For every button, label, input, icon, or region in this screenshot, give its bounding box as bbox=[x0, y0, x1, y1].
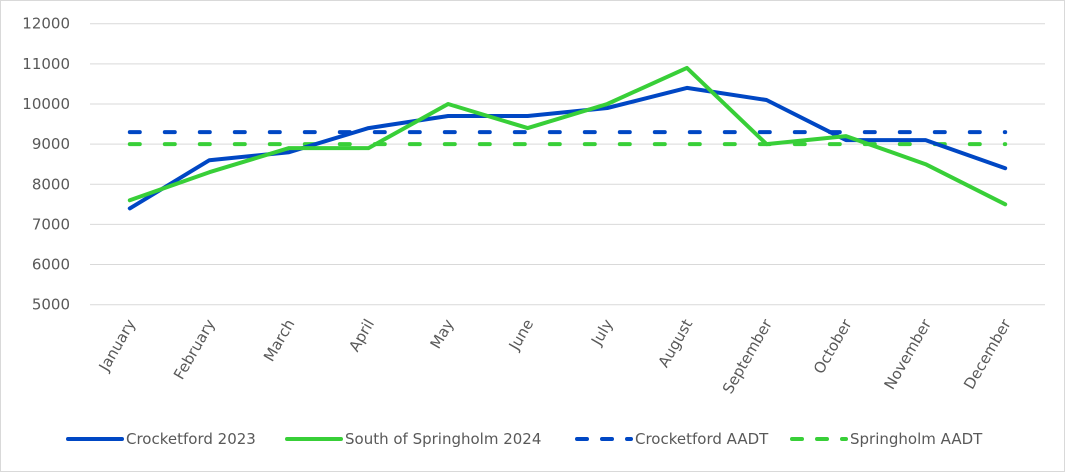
x-tick-label: January bbox=[95, 316, 140, 375]
x-tick-label: October bbox=[810, 315, 856, 377]
y-tick-label: 6000 bbox=[32, 256, 70, 274]
y-axis-ticks: 5000 6000 7000 8000 9000 10000 11000 12000 bbox=[22, 15, 70, 314]
legend-label: Crocketford 2023 bbox=[126, 430, 256, 448]
series-line-1 bbox=[127, 65, 1008, 207]
series-line-0 bbox=[127, 85, 1008, 211]
x-tick-label: February bbox=[170, 316, 219, 383]
legend-label: Crocketford AADT bbox=[635, 430, 769, 448]
x-tick-label: June bbox=[505, 316, 537, 354]
y-tick-label: 9000 bbox=[32, 135, 70, 153]
x-tick-label: December bbox=[960, 315, 1015, 392]
x-tick-label: September bbox=[719, 315, 776, 397]
y-tick-label: 8000 bbox=[32, 175, 70, 193]
x-tick-label: March bbox=[260, 316, 298, 365]
x-tick-label: November bbox=[880, 315, 935, 392]
legend: Crocketford 2023 South of Springholm 2024… bbox=[66, 430, 983, 448]
y-tick-label: 5000 bbox=[32, 296, 70, 314]
x-tick-label: May bbox=[426, 316, 457, 352]
legend-label: Springholm AADT bbox=[850, 430, 983, 448]
x-tick-label: April bbox=[345, 316, 378, 355]
legend-label: South of Springholm 2024 bbox=[345, 430, 541, 448]
y-tick-label: 10000 bbox=[22, 95, 70, 113]
x-tick-label: August bbox=[655, 316, 697, 371]
y-tick-label: 12000 bbox=[22, 15, 70, 33]
gridlines bbox=[90, 23, 1045, 306]
y-tick-label: 7000 bbox=[32, 215, 70, 233]
series-lines bbox=[127, 65, 1008, 211]
y-tick-label: 11000 bbox=[22, 55, 70, 73]
x-tick-label: July bbox=[587, 316, 617, 349]
x-axis-ticks: January February March April May June July Augu… bbox=[95, 315, 1015, 397]
